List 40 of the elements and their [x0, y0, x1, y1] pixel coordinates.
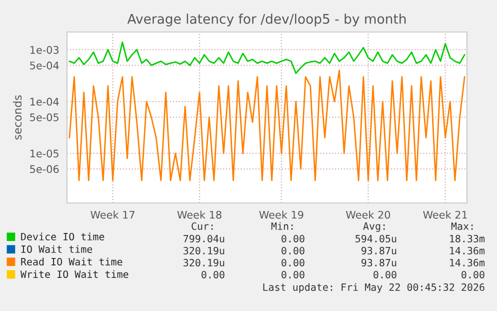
text: 320.19u — [184, 258, 224, 266]
y-tick-label: 5e-04 — [30, 62, 59, 70]
y-tick-label: 1e-04 — [30, 98, 59, 106]
legend-label: Read IO Wait time — [21, 258, 122, 266]
x-tick-label: Week 20 — [346, 210, 390, 219]
text: Min: — [271, 222, 293, 230]
text: 14.36m — [450, 258, 485, 266]
line-series — [68, 41, 466, 74]
y-axis-title: seconds — [13, 95, 22, 140]
text: 0.00 — [282, 258, 304, 266]
text: 799.04u — [184, 234, 224, 242]
text: 0.00 — [282, 234, 304, 242]
text: 0.00 — [282, 270, 304, 278]
text: 14.36m — [450, 246, 485, 254]
text: Avg: — [363, 222, 385, 232]
text: 594.05u — [356, 234, 396, 242]
text: 0.00 — [374, 270, 396, 278]
y-tick-label: 1e-03 — [30, 46, 59, 54]
x-tick-label: Week 17 — [90, 210, 134, 219]
line-series — [68, 70, 466, 182]
x-tick-label: Week 21 — [423, 210, 467, 219]
legend-label: Write IO Wait time — [20, 270, 128, 278]
y-tick-label: 1e-05 — [30, 150, 58, 158]
text: Max: — [451, 222, 473, 230]
text: Cur: — [192, 222, 213, 230]
y-tick-label: 5e-06 — [30, 165, 59, 174]
text: 93.87u — [362, 258, 396, 266]
x-tick-label: Week 19 — [259, 210, 304, 219]
legend-label: IO Wait time — [21, 245, 92, 253]
text: 0.00 — [462, 270, 484, 278]
x-tick-label: Week 18 — [177, 210, 222, 219]
text: 0.00 — [202, 270, 224, 278]
text: 0.00 — [282, 246, 304, 254]
y-tick-label: 5e-05 — [30, 113, 58, 122]
legend-label: Device IO time — [21, 232, 104, 240]
chart-title: Average latency for /dev/loop5 - by month — [127, 14, 406, 26]
text: Last update: Fri May 22 00:45:32 2026 — [263, 283, 484, 293]
text: 320.19u — [184, 246, 224, 254]
text: 93.87u — [362, 246, 396, 254]
text: 18.33m — [450, 234, 485, 242]
